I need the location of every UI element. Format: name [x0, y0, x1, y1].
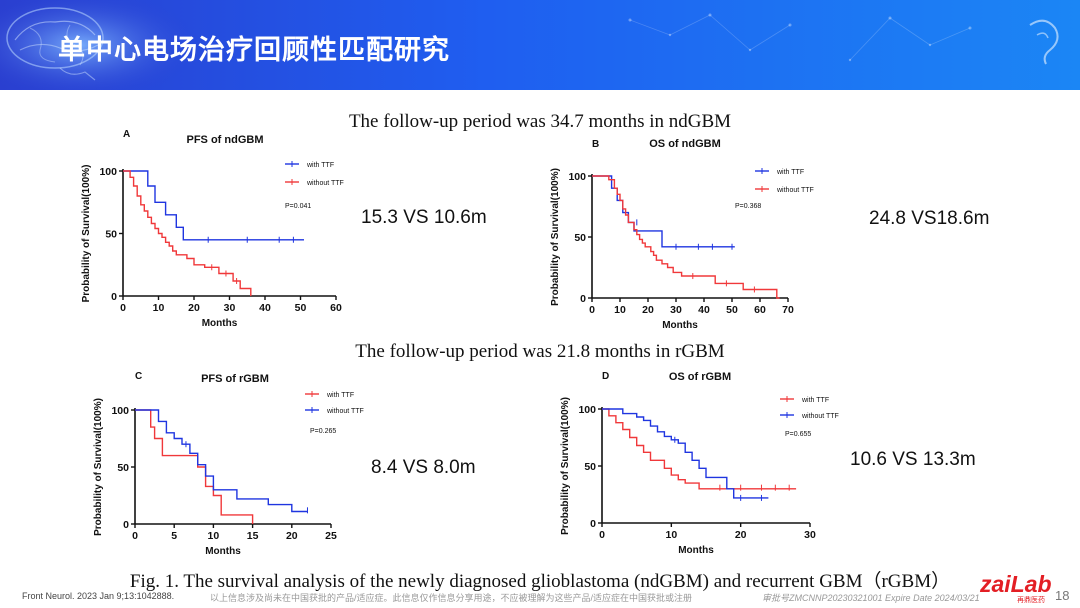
- approval-number: 审批号ZMCNNP20230321001 Expire Date 2024/03…: [762, 593, 980, 603]
- y-tick-label: 50: [584, 461, 596, 473]
- logo-subtitle: 再鼎医药: [1017, 597, 1045, 604]
- headline-ndgbm: The follow-up period was 34.7 months in …: [348, 111, 732, 132]
- x-tick-label: 5: [171, 530, 177, 542]
- y-tick-label: 100: [99, 166, 117, 178]
- legend-label: without TTF: [801, 413, 839, 420]
- x-tick-label: 60: [330, 302, 342, 314]
- y-tick-label: 0: [590, 518, 596, 530]
- x-tick-label: 0: [120, 302, 126, 314]
- survival-curve-2: [602, 408, 769, 499]
- x-tick-label: 20: [642, 304, 654, 316]
- p-value: P=0.655: [785, 431, 811, 438]
- panel-letter: B: [592, 139, 599, 150]
- survival-curve-2: [135, 409, 308, 513]
- x-tick-label: 70: [782, 304, 794, 316]
- x-tick-label: 0: [589, 304, 595, 316]
- x-tick-label: 20: [735, 529, 747, 541]
- headline-rgbm: The follow-up period was 21.8 months in …: [355, 341, 725, 362]
- chart-panel-d: D OS of rGBM 0 10 20 30 0 50 100 Months Probabilit…: [560, 371, 839, 556]
- legend-label: with TTF: [776, 169, 804, 176]
- page-number: 18: [1055, 588, 1070, 603]
- x-tick-label: 10: [614, 304, 626, 316]
- y-tick-label: 0: [111, 291, 117, 303]
- figure-caption: Fig. 1. The survival analysis of the new…: [129, 571, 951, 592]
- panel-letter: A: [123, 129, 130, 140]
- x-tick-label: 60: [754, 304, 766, 316]
- x-axis-label: Months: [662, 320, 698, 331]
- survival-curve-1: [123, 170, 304, 241]
- y-tick-label: 0: [123, 519, 129, 531]
- y-tick-label: 50: [105, 229, 117, 241]
- x-tick-label: 50: [726, 304, 738, 316]
- x-tick-label: 20: [286, 530, 298, 542]
- x-axis-label: Months: [205, 546, 241, 557]
- chart-title: PFS of rGBM: [201, 373, 269, 385]
- panel-letter: C: [135, 371, 142, 382]
- x-tick-label: 0: [599, 529, 605, 541]
- legend-label: with TTF: [326, 392, 354, 399]
- chart-panel-a: A PFS of ndGBM 0 10 20 30 40 50 60 0 50 100 Months Pr…: [81, 129, 344, 329]
- legend-label: without TTF: [776, 187, 814, 194]
- y-tick-label: 100: [578, 404, 596, 416]
- x-tick-label: 30: [224, 302, 236, 314]
- p-value: P=0.041: [285, 203, 311, 210]
- disclaimer: 以上信息涉及尚未在中国获批的产品/适应症。此信息仅作信息分享用途，不应被理解为这…: [210, 593, 693, 603]
- legend-label: with TTF: [801, 397, 829, 404]
- y-tick-label: 0: [580, 293, 586, 305]
- y-axis-label: Probability of Survival(100%): [550, 168, 561, 306]
- x-tick-label: 10: [153, 302, 165, 314]
- legend-label: with TTF: [306, 162, 334, 169]
- survival-curve-2: [592, 175, 780, 299]
- x-axis-label: Months: [202, 318, 238, 329]
- survival-curve-2: [123, 170, 252, 296]
- y-tick-label: 100: [111, 405, 129, 417]
- y-tick-label: 50: [117, 462, 129, 474]
- x-tick-label: 40: [259, 302, 271, 314]
- legend-label: without TTF: [306, 180, 344, 187]
- page-title: 单中心电场治疗回顾性匹配研究: [58, 35, 450, 66]
- x-tick-label: 30: [804, 529, 816, 541]
- x-tick-label: 10: [208, 530, 220, 542]
- comparison-a: 15.3 VS 10.6m: [361, 207, 487, 228]
- comparison-b: 24.8 VS18.6m: [869, 208, 990, 229]
- survival-curve-1: [135, 409, 254, 524]
- chart-title: OS of rGBM: [669, 371, 731, 383]
- survival-curve-1: [592, 175, 735, 248]
- chart-panel-c: C PFS of rGBM 0 5 10 15 20 25 0 50 100 Months Probab…: [93, 371, 364, 557]
- y-axis-label: Probability of Survival(100%): [93, 398, 104, 536]
- x-tick-label: 0: [132, 530, 138, 542]
- p-value: P=0.368: [735, 203, 761, 210]
- chart-title: PFS of ndGBM: [187, 134, 264, 146]
- brain-graphic: [0, 0, 200, 90]
- y-tick-label: 50: [574, 232, 586, 244]
- comparison-d: 10.6 VS 13.3m: [850, 449, 976, 470]
- survival-curve-1: [602, 408, 797, 490]
- p-value: P=0.265: [310, 428, 336, 435]
- legend-label: without TTF: [326, 408, 364, 415]
- panel-letter: D: [602, 371, 609, 382]
- x-tick-label: 30: [670, 304, 682, 316]
- chart-panel-b: B OS of ndGBM 0 10 20 30 40 50 60 70 0 50 100 Months P…: [550, 138, 814, 331]
- reference: Front Neurol. 2023 Jan 9;13:1042888.: [22, 591, 175, 601]
- y-tick-label: 100: [568, 171, 586, 183]
- y-axis-label: Probability of Survival(100%): [560, 397, 571, 535]
- x-tick-label: 40: [698, 304, 710, 316]
- header-decoration: [628, 13, 1059, 65]
- x-axis-label: Months: [678, 545, 714, 556]
- x-tick-label: 50: [295, 302, 307, 314]
- zailab-logo: zaiLab: [980, 571, 1052, 597]
- x-tick-label: 10: [665, 529, 677, 541]
- header-banner: 单中心电场治疗回顾性匹配研究: [0, 0, 1080, 90]
- x-tick-label: 20: [188, 302, 200, 314]
- x-tick-label: 15: [247, 530, 259, 542]
- x-tick-label: 25: [325, 530, 337, 542]
- comparison-c: 8.4 VS 8.0m: [371, 457, 476, 478]
- chart-title: OS of ndGBM: [649, 138, 721, 150]
- y-axis-label: Probability of Survival(100%): [81, 165, 92, 303]
